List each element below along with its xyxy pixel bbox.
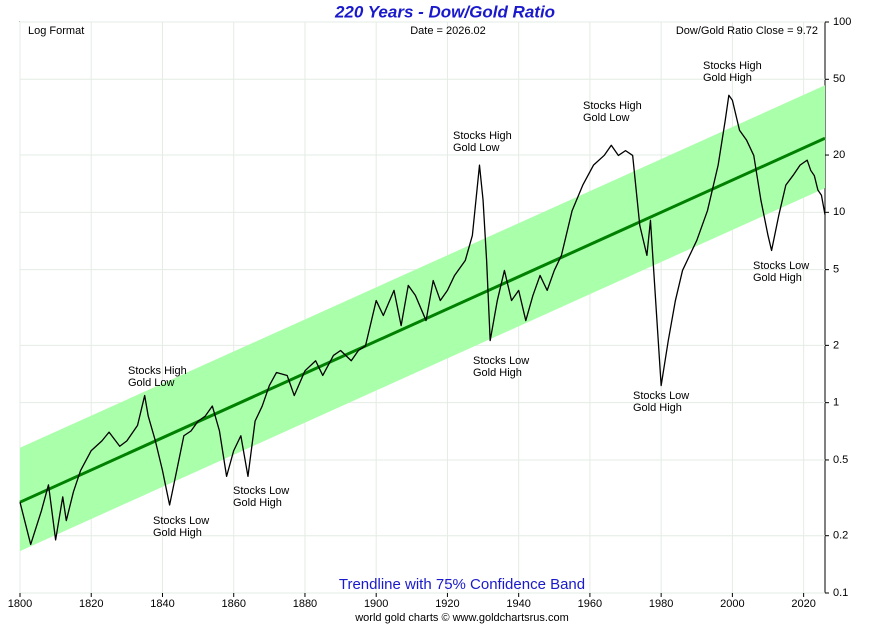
x-tick-label: 1940 (506, 598, 530, 610)
annotation: Gold High (153, 527, 202, 539)
x-tick-label: 1800 (8, 598, 32, 610)
note: Log Format (28, 25, 84, 37)
annotation: Stocks High (583, 100, 642, 112)
annotation: Gold High (233, 497, 282, 509)
annotation: Stocks Low (233, 485, 289, 497)
annotation: Gold Low (453, 142, 500, 154)
y-tick-label: 2 (833, 339, 839, 351)
y-tick-label: 5 (833, 264, 839, 276)
chart-title: 220 Years - Dow/Gold Ratio (334, 2, 555, 21)
footer: world gold charts © www.goldchartsrus.co… (354, 612, 569, 624)
annotation: Stocks Low (633, 390, 689, 402)
chart-subtitle: Trendline with 75% Confidence Band (339, 576, 585, 593)
annotation: Gold High (633, 402, 682, 414)
annotation: Gold High (753, 272, 802, 284)
confidence-band (20, 85, 825, 552)
x-tick-label: 1840 (150, 598, 174, 610)
x-tick-label: 2020 (791, 598, 815, 610)
trendline (19, 136, 826, 504)
y-tick-label: 1 (833, 397, 839, 409)
annotation: Gold Low (128, 377, 175, 389)
x-tick-label: 1900 (364, 598, 388, 610)
annotation: Stocks Low (473, 355, 529, 367)
note: Dow/Gold Ratio Close = 9.72 (676, 25, 818, 37)
y-tick-label: 100 (833, 16, 851, 28)
annotation: Gold High (473, 367, 522, 379)
ratio-line (19, 94, 826, 546)
annotation: Stocks High (453, 130, 512, 142)
annotation: Stocks Low (753, 260, 809, 272)
x-tick-label: 1920 (435, 598, 459, 610)
x-tick-label: 1980 (649, 598, 673, 610)
y-tick-label: 50 (833, 73, 845, 85)
x-tick-label: 1820 (79, 598, 103, 610)
y-tick-label: 0.2 (833, 530, 848, 542)
note: Date = 2026.02 (410, 25, 486, 37)
x-tick-label: 1860 (221, 598, 245, 610)
annotation: Gold Low (583, 112, 630, 124)
x-tick-label: 1960 (578, 598, 602, 610)
x-tick-label: 1880 (293, 598, 317, 610)
annotation: Stocks High (128, 365, 187, 377)
x-tick-label: 2000 (720, 598, 744, 610)
annotation: Gold High (703, 72, 752, 84)
annotation: Stocks Low (153, 515, 209, 527)
y-tick-label: 0.5 (833, 454, 848, 466)
annotation: Stocks High (703, 60, 762, 72)
y-tick-label: 0.1 (833, 587, 848, 599)
y-tick-label: 20 (833, 149, 845, 161)
y-tick-label: 10 (833, 206, 845, 218)
